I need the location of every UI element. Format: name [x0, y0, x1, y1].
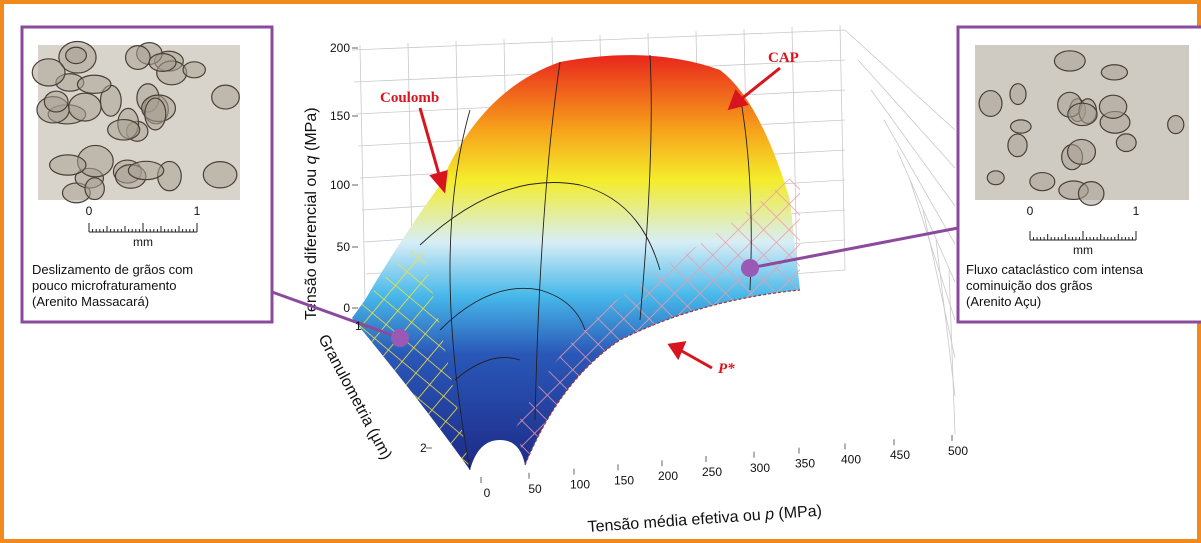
grid-line — [845, 30, 955, 130]
grain — [1099, 95, 1126, 118]
grid-line — [360, 45, 365, 300]
g-tick-label: 2 — [420, 441, 427, 455]
left-scale-end: 1 — [194, 204, 201, 218]
z-label-a: Tensão diferencial ou — [303, 164, 320, 320]
z-tick-label: 100 — [330, 178, 350, 192]
grain — [126, 46, 151, 70]
right-caption-3: (Arenito Açu) — [966, 294, 1041, 309]
grain — [1116, 134, 1136, 152]
p-tick-label: 200 — [658, 469, 678, 483]
grain — [979, 91, 1002, 117]
annotation-pstar: P* — [718, 361, 735, 377]
grain — [85, 178, 104, 200]
grid-line — [897, 150, 955, 282]
grain — [145, 98, 166, 130]
grain — [1078, 182, 1104, 206]
figure: Coulomb CAP P* Tensão diferencial ou q (… — [0, 0, 1201, 543]
right-caption-2: cominuição dos grãos — [966, 278, 1093, 293]
grain — [183, 62, 205, 78]
right-scale-unit: mm — [1073, 243, 1093, 257]
p-axis-label: Tensão média efetiva ou p (MPa) — [587, 503, 822, 536]
p-tick-label: 500 — [948, 444, 968, 458]
grid-line — [910, 180, 955, 320]
grain — [1030, 173, 1055, 191]
z-label-b: q — [303, 155, 320, 164]
left-caption-3: (Arenito Massacará) — [32, 294, 149, 309]
z-tick-label: 200 — [330, 41, 350, 55]
grain — [108, 120, 140, 140]
annotation-cap: CAP — [768, 50, 799, 66]
p-tick-label: 400 — [841, 452, 861, 466]
p-tick-label: 0 — [484, 486, 491, 500]
p-tick-label: 100 — [570, 478, 590, 492]
right-scale-end: 1 — [1133, 204, 1140, 218]
annotation-coulomb: Coulomb — [380, 90, 439, 106]
p-label-a: Tensão média efetiva ou — [587, 507, 766, 536]
p-tick-label: 50 — [528, 482, 542, 496]
grid-line — [884, 120, 955, 244]
z-tick-label: 50 — [337, 240, 351, 254]
z-label-c: (MPa) — [303, 107, 320, 155]
p-tick-label: 150 — [614, 473, 634, 487]
figure-canvas: Coulomb CAP P* Tensão diferencial ou q (… — [0, 0, 1201, 543]
grain — [987, 171, 1004, 185]
grain — [1011, 120, 1032, 133]
grid-line — [936, 240, 955, 396]
grain — [77, 75, 110, 93]
p-label-c: (MPa) — [773, 503, 822, 523]
grain — [1068, 103, 1097, 125]
right-marker — [741, 259, 759, 277]
grain — [1010, 84, 1026, 105]
left-scale-unit: mm — [133, 235, 153, 249]
grain — [212, 85, 240, 109]
right-scale-start: 0 — [1027, 204, 1034, 218]
left-caption-1: Deslizamento de grãos com — [32, 262, 193, 277]
grain — [1068, 139, 1096, 164]
z-tick-label: 0 — [343, 301, 350, 315]
p-tick-label: 450 — [890, 448, 910, 462]
grain — [66, 47, 87, 63]
grid-line — [840, 25, 845, 270]
right-photo — [975, 45, 1189, 205]
p-tick-label: 350 — [795, 457, 815, 471]
grain — [44, 91, 68, 112]
grid-line — [858, 60, 955, 168]
grain — [203, 162, 237, 188]
grain — [1168, 116, 1184, 134]
grain — [128, 161, 163, 179]
grain — [69, 93, 101, 121]
g-tick-label: 1 — [355, 319, 362, 333]
grain — [149, 54, 176, 72]
grain — [1054, 51, 1085, 71]
p-tick-label: 250 — [702, 465, 722, 479]
left-caption-2: pouco microfraturamento — [32, 278, 177, 293]
p-tick-label: 300 — [750, 461, 770, 475]
z-axis-label: Tensão diferencial ou q (MPa) — [303, 107, 320, 320]
left-photo — [32, 42, 240, 203]
right-caption-1: Fluxo cataclástico com intensa — [966, 262, 1144, 277]
left-marker — [391, 329, 409, 347]
grain — [32, 59, 65, 86]
grain — [1008, 134, 1027, 157]
grid-line — [352, 30, 845, 50]
grain — [1101, 65, 1127, 80]
grain — [50, 155, 86, 175]
z-tick-label: 150 — [330, 109, 350, 123]
left-scale-start: 0 — [86, 204, 93, 218]
